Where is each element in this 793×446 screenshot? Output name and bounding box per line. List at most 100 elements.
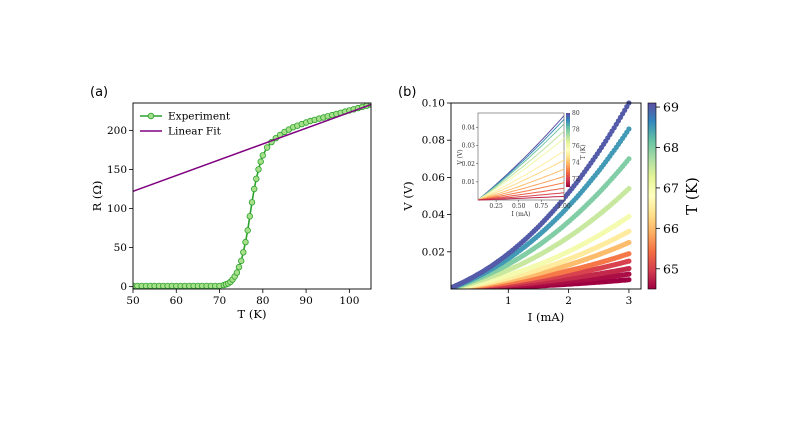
inset-iv-line (477, 195, 565, 201)
iv-point (626, 265, 632, 272)
inset-iv-line (477, 138, 565, 201)
inset-colorbar (566, 113, 570, 187)
inset-iv-line (477, 130, 565, 201)
inset-colorbar-label: T (K) (580, 144, 587, 159)
x-tick-label: 1 (505, 295, 512, 307)
iv-point (626, 239, 632, 246)
inset-iv-line (477, 168, 565, 201)
y-tick-label: 100 (107, 203, 127, 215)
panel-a-x-ticks: 50 60 70 80 90 100 (126, 289, 359, 307)
y-tick-label: 0 (120, 281, 127, 293)
inset-x-tick-label: 0.75 (535, 203, 549, 210)
y-tick-label: 0.08 (422, 135, 445, 147)
colorbar-tick-label: 68 (663, 140, 679, 155)
iv-point (626, 271, 632, 277)
y-tick-label: 150 (107, 164, 127, 176)
colorbar-label: T (K) (683, 177, 701, 215)
inset-x-axis-label: I (mA) (512, 211, 531, 218)
panel-a-legend: Experiment Linear Fit (140, 111, 231, 138)
colorbar-tick-label: 67 (663, 180, 679, 195)
inset-y-tick-label: 0.01 (462, 179, 475, 186)
x-tick-label: 60 (170, 295, 183, 307)
legend-experiment-label: Experiment (168, 111, 231, 123)
inset-iv-line (477, 118, 565, 201)
experiment-point (240, 249, 247, 256)
y-tick-label: 0.02 (422, 246, 445, 258)
inset-iv-line (477, 150, 565, 201)
experiment-point (259, 152, 266, 159)
inset-iv-line (477, 123, 565, 201)
experiment-point (242, 238, 249, 246)
panel-b-label: (b) (398, 85, 416, 100)
experiment-point (244, 227, 251, 234)
iv-point (626, 186, 632, 192)
inset-iv-line (477, 175, 565, 201)
x-tick-label: 80 (256, 295, 269, 307)
inset-x-tick-label: 1.00 (557, 203, 571, 210)
inset-x-ticks: 0.25 0.50 0.75 1.00 (489, 200, 571, 210)
inset-colorbar-tick-label: 76 (572, 143, 580, 150)
experiment-point (255, 166, 262, 173)
inset-colorbar-tick-label: 72 (572, 176, 580, 183)
experiment-point (250, 185, 258, 193)
iv-point (626, 251, 632, 257)
inset-iv-line (477, 192, 565, 201)
iv-point (626, 277, 632, 283)
x-tick-label: 50 (126, 295, 139, 307)
experiment-point (235, 263, 243, 271)
iv-series (451, 100, 632, 289)
panel-b-x-ticks: 1 2 3 (505, 289, 632, 307)
y-tick-label: 0.10 (422, 98, 445, 110)
panel-a-series (132, 103, 372, 289)
y-tick-label: 0.04 (422, 209, 446, 221)
inset-frame (477, 112, 565, 201)
panel-b-series (451, 100, 632, 289)
x-tick-label: 100 (339, 295, 359, 307)
inset-colorbar-tick-label: 80 (572, 110, 580, 117)
panel-b-y-axis-label: V (V) (401, 181, 415, 211)
inset-y-tick-label: 0.02 (462, 161, 476, 168)
x-tick-label: 3 (626, 295, 633, 307)
iv-point (626, 156, 632, 162)
x-tick-label: 2 (565, 295, 572, 307)
iv-series (451, 239, 632, 289)
experiment-point (237, 257, 245, 265)
inset-x-tick-label: 0.50 (512, 203, 526, 210)
inset-iv-line (477, 159, 565, 201)
inset-iv-line (477, 182, 565, 201)
colorbar-tick-label: 66 (663, 221, 679, 236)
inset-y-tick-label: 0.04 (462, 125, 476, 132)
colorbar (647, 102, 657, 290)
experiment-point (233, 269, 241, 276)
experiment-point (263, 144, 271, 151)
iv-point (626, 228, 632, 234)
iv-point (626, 258, 632, 264)
experiment-point (257, 158, 264, 165)
inset-y-axis-label: V (V) (457, 149, 464, 165)
y-tick-label: 200 (107, 125, 127, 137)
legend-experiment-marker (147, 112, 155, 120)
panel-a-label: (a) (90, 85, 108, 100)
experiment-point (246, 213, 253, 220)
inset-y-tick-label: 0.03 (462, 143, 476, 150)
experiment-point (253, 175, 260, 182)
linear-fit-line (132, 103, 372, 193)
panel-b-frame (450, 102, 642, 290)
x-tick-label: 90 (299, 295, 312, 307)
inset-y-ticks: 0.01 0.02 0.03 0.04 (462, 125, 478, 186)
panel-b-y-ticks: 0.02 0.04 0.06 0.08 0.10 (422, 98, 451, 258)
inset-x-tick-label: 0.25 (489, 203, 503, 210)
experiment-point (248, 199, 256, 206)
iv-point (626, 126, 632, 132)
legend-linear-fit-label: Linear Fit (168, 126, 222, 138)
inset-colorbar-ticks: 72 74 76 78 80 (572, 110, 580, 183)
x-tick-label: 70 (213, 295, 226, 307)
panel-a-y-axis-label: R (Ω) (90, 181, 104, 212)
panel-b-x-axis-label: I (mA) (528, 310, 564, 324)
y-tick-label: 50 (114, 242, 127, 254)
colorbar-ticks: 65 66 67 68 69 (656, 100, 679, 276)
panel-a-x-axis-label: T (K) (238, 307, 267, 321)
colorbar-tick-label: 69 (663, 100, 679, 115)
inset-colorbar-tick-label: 74 (572, 159, 580, 166)
